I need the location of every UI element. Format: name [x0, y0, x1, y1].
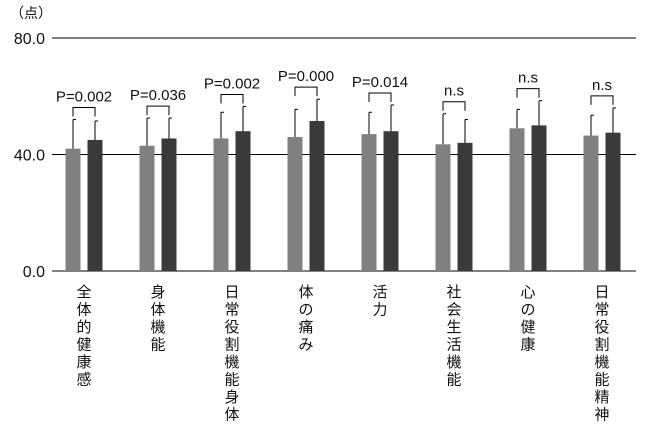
y-tick-label: 80.0 — [14, 31, 45, 48]
y-axis-ticks: 0.0 40.0 80.0 — [14, 31, 45, 281]
bar — [139, 145, 155, 271]
significance-label: P=0.014 — [352, 74, 408, 91]
bar — [383, 131, 399, 271]
bar — [605, 132, 621, 271]
bar — [509, 128, 525, 271]
bar — [583, 135, 599, 271]
category-label: 身体機能 — [150, 283, 165, 354]
significance-label: P=0.000 — [278, 68, 334, 85]
bar — [361, 134, 377, 271]
category-label: 体の痛み — [298, 283, 313, 354]
significance-label: P=0.002 — [56, 89, 112, 106]
significance-bracket — [146, 105, 170, 116]
significance-label: n.s — [444, 83, 464, 100]
category-label: 活力 — [372, 283, 387, 319]
significance-bracket — [368, 92, 392, 102]
error-bars — [72, 98, 616, 149]
significance-label: P=0.036 — [130, 87, 186, 104]
bars — [65, 121, 621, 271]
bar — [435, 144, 451, 271]
significance-bracket — [72, 107, 96, 117]
significance-bracket — [442, 101, 466, 111]
category-label: 心の健康 — [520, 283, 535, 354]
significance-bracket — [220, 93, 244, 104]
significance-label: n.s — [518, 70, 538, 87]
significance-bracket — [590, 95, 614, 105]
bar — [309, 121, 325, 271]
y-tick-label: 0.0 — [23, 264, 45, 281]
significance-bracket — [516, 88, 540, 98]
bar — [213, 138, 229, 271]
category-label: 日常役割機能身体 — [224, 283, 239, 424]
significance-label: P=0.002 — [204, 75, 260, 92]
bar — [531, 125, 547, 271]
significance-bracket — [294, 86, 318, 97]
bar — [87, 139, 103, 271]
category-label: 全体的健康感 — [76, 283, 91, 389]
category-label: 日常役割機能精神 — [594, 283, 609, 424]
bar — [235, 131, 251, 271]
x-axis-category-labels: 全体的健康感 身体機能 日常役割機能身体 体の痛み 活力 社会生活機能 心の健康 日常役割機能… — [76, 283, 609, 424]
bar — [287, 137, 303, 271]
significance-brackets: P=0.002 P=0.036 P=0.002 P=0.000 P=0.014 n.s n.… — [56, 68, 614, 117]
bar — [65, 148, 81, 271]
bar — [457, 142, 473, 271]
bar — [161, 138, 177, 271]
category-label: 社会生活機能 — [446, 283, 461, 389]
significance-label: n.s — [592, 77, 612, 94]
y-tick-label: 40.0 — [14, 148, 45, 165]
y-axis-unit-label: （点） — [10, 6, 52, 22]
